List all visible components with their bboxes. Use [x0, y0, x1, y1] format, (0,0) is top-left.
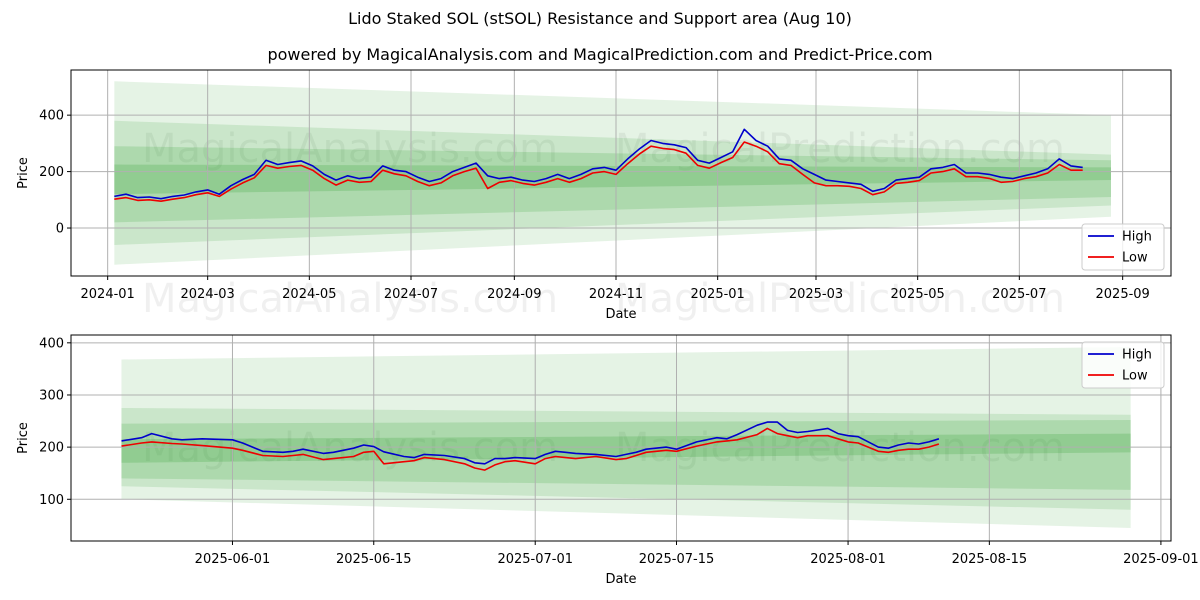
- low-series-line: [121, 427, 940, 471]
- watermark: MagicalPrediction.com: [615, 126, 1065, 172]
- y-tick-label: 300: [39, 388, 64, 403]
- x-tick-label: 2025-07-15: [639, 552, 715, 567]
- x-tick-label: 2025-09: [1096, 287, 1150, 302]
- watermark: MagicalAnalysis.com: [142, 425, 558, 471]
- plot-frame: [70, 334, 1172, 542]
- x-tick-label: 2025-06-01: [195, 552, 271, 567]
- legend-label-low: Low: [1122, 251, 1148, 266]
- chart-title: Lido Staked SOL (stSOL) Resistance and S…: [348, 9, 852, 28]
- y-tick-label: 400: [39, 109, 64, 124]
- watermark: MagicalAnalysis.com: [142, 126, 558, 172]
- x-tick-label: 2025-09-01: [1123, 552, 1199, 567]
- y-tick-label: 200: [39, 165, 64, 180]
- legend: High Low: [1081, 341, 1165, 389]
- x-tick-label: 2025-06-15: [336, 552, 412, 567]
- watermark: MagicalAnalysis.com: [142, 276, 558, 322]
- y-tick-label: 100: [39, 493, 64, 508]
- legend-label-high: High: [1122, 348, 1152, 363]
- plot-panel-2: MagicalAnalysis.com MagicalPrediction.com…: [16, 334, 1199, 587]
- x-tick-label: 2025-08-15: [952, 552, 1028, 567]
- x-axis-label: Date: [605, 307, 636, 322]
- x-tick-label: 2025-07-01: [497, 552, 573, 567]
- y-tick-label: 200: [39, 441, 64, 456]
- low-series-line: [114, 141, 1083, 202]
- x-tick-label: 2024-09: [487, 287, 541, 302]
- x-axis-label: Date: [605, 572, 636, 587]
- x-tick-label: 2024-07: [384, 287, 438, 302]
- high-series-line: [121, 421, 940, 465]
- plot-frame: [70, 69, 1172, 277]
- chart-subtitle: powered by MagicalAnalysis.com and Magic…: [267, 45, 933, 64]
- x-tick-label: 2025-07: [992, 287, 1046, 302]
- x-tick-label: 2024-11: [589, 287, 643, 302]
- x-tick-label: 2025-03: [789, 287, 843, 302]
- x-tick-label: 2025-08-01: [810, 552, 886, 567]
- y-axis-label: Price: [16, 422, 31, 454]
- plot-panel-1: MagicalAnalysis.com MagicalAnalysis.com Ma…: [16, 69, 1172, 322]
- legend-label-high: High: [1122, 230, 1152, 245]
- resistance-support-band: [114, 120, 1112, 245]
- x-tick-label: 2024-05: [282, 287, 336, 302]
- y-axis-label: Price: [16, 157, 31, 189]
- y-tick-label: 0: [56, 222, 64, 237]
- legend: High Low: [1081, 223, 1165, 271]
- x-tick-label: 2025-05: [891, 287, 945, 302]
- legend-label-low: Low: [1122, 369, 1148, 384]
- x-tick-label: 2024-01: [81, 287, 135, 302]
- watermark: MagicalPrediction.com: [615, 276, 1065, 322]
- x-tick-label: 2025-01: [691, 287, 745, 302]
- high-series-line: [114, 128, 1083, 200]
- y-tick-label: 400: [39, 336, 64, 351]
- x-tick-label: 2024-03: [181, 287, 235, 302]
- resistance-support-band: [114, 146, 1112, 223]
